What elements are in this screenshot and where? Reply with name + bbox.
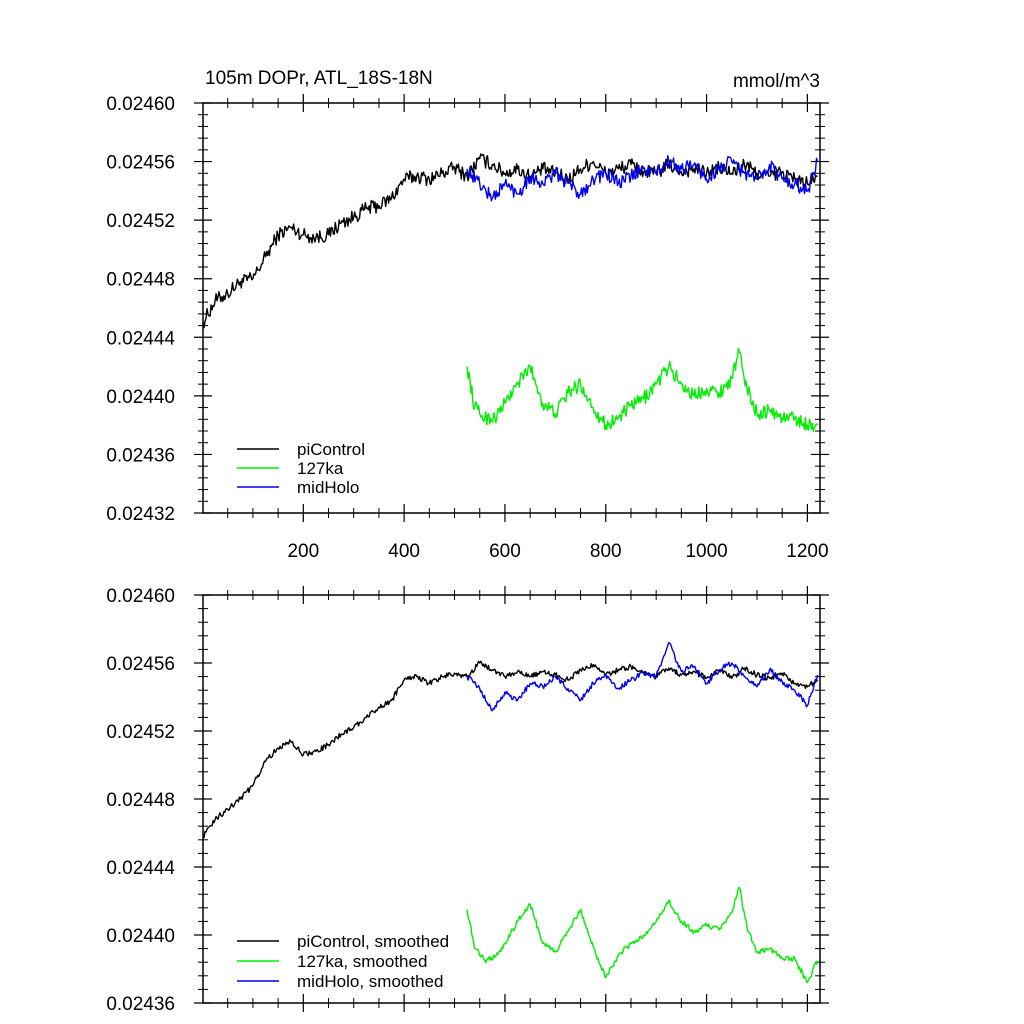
- x-tick-label: 600: [489, 541, 521, 562]
- y-tick-label: 0.02452: [106, 722, 175, 743]
- legend-label: 127ka: [297, 459, 344, 478]
- top-tick-labels: 0.02432 0.02436 0.02440 0.02444 0.02448 0.024…: [106, 94, 828, 562]
- legend-label: piControl, smoothed: [297, 932, 449, 951]
- bottom-tick-labels: 0.02436 0.02440 0.02444 0.02448 0.02452 0.024…: [106, 586, 175, 1015]
- y-tick-label: 0.02440: [106, 926, 175, 947]
- y-tick-label: 0.02460: [106, 586, 175, 607]
- top-series: [202, 153, 819, 433]
- chart-title: 105m DOPr, ATL_18S-18N: [205, 68, 433, 89]
- y-tick-label: 0.02436: [106, 994, 175, 1015]
- y-tick-label: 0.02456: [106, 153, 175, 174]
- series-line-picontrol-smoothed: [202, 660, 819, 839]
- x-tick-label: 1200: [786, 541, 828, 562]
- legend-label: 127ka, smoothed: [297, 952, 427, 971]
- y-tick-label: 0.02456: [106, 654, 175, 675]
- bottom-plot-frame: [202, 594, 821, 1004]
- bottom-series: [202, 641, 819, 984]
- series-line-picontrol: [202, 153, 818, 329]
- y-tick-label: 0.02452: [106, 211, 175, 232]
- y-tick-label: 0.02448: [106, 270, 175, 291]
- series-line-127ka-smoothed: [466, 886, 819, 984]
- legend-label: midHolo, smoothed: [297, 972, 443, 991]
- series-line-midholo: [466, 154, 819, 202]
- units-label: mmol/m^3: [733, 71, 820, 92]
- series-line-127ka: [466, 347, 819, 433]
- bottom-panel: 0.02436 0.02440 0.02444 0.02448 0.02452 0.024…: [106, 586, 829, 1015]
- legend-label: piControl: [297, 440, 365, 459]
- legend-label: midHolo: [297, 478, 359, 497]
- y-tick-label: 0.02432: [106, 504, 175, 525]
- x-tick-label: 200: [287, 541, 319, 562]
- y-tick-label: 0.02444: [106, 328, 175, 349]
- y-tick-label: 0.02460: [106, 94, 175, 115]
- y-tick-label: 0.02448: [106, 790, 175, 811]
- x-tick-label: 400: [388, 541, 420, 562]
- top-panel: 105m DOPr, ATL_18S-18N mmol/m^3 0.024320…: [106, 68, 829, 562]
- x-tick-label: 1000: [685, 541, 727, 562]
- series-line-midholo-smoothed: [466, 641, 819, 712]
- x-tick-label: 800: [590, 541, 622, 562]
- y-tick-label: 0.02436: [106, 445, 175, 466]
- top-plot-frame: [202, 102, 821, 514]
- y-tick-label: 0.02440: [106, 387, 175, 408]
- y-tick-label: 0.02444: [106, 858, 175, 879]
